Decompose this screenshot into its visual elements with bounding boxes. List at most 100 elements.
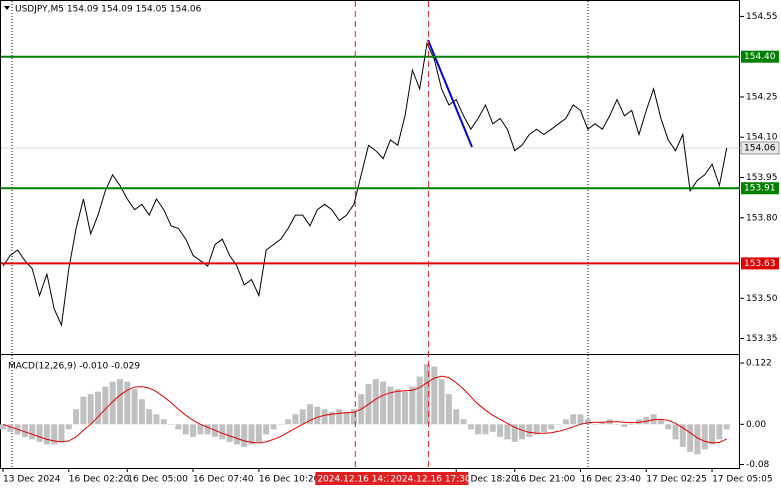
- level-label: 153.63: [744, 259, 776, 269]
- macd-bar: [460, 419, 467, 425]
- macd-bar: [65, 424, 72, 430]
- macd-bar: [687, 424, 694, 452]
- macd-bar: [482, 424, 489, 435]
- macd-bar: [138, 399, 145, 425]
- macd-bar: [270, 424, 277, 430]
- macd-bar: [548, 424, 555, 430]
- macd-bar: [131, 389, 138, 425]
- level-label: 154.40: [744, 52, 776, 62]
- macd-bar: [87, 394, 94, 425]
- y-tick-label: -0.08: [746, 460, 770, 470]
- macd-bar: [336, 409, 343, 425]
- level-label-box: [741, 50, 779, 63]
- x-tick-label: 16 Dec 10:20: [259, 475, 320, 485]
- y-tick-label: 153.80: [746, 213, 778, 223]
- current-price-label: 154.06: [744, 143, 776, 153]
- macd-bar: [343, 411, 350, 425]
- macd-bar: [716, 424, 723, 440]
- macd-bar: [175, 424, 182, 430]
- chart-title: USDJPY,M5 154.09 154.09 154.05 154.06: [15, 5, 202, 15]
- macd-bar: [628, 424, 635, 425]
- current-price-box: [740, 141, 780, 155]
- macd-bar: [190, 424, 197, 437]
- macd-bar: [255, 424, 262, 442]
- y-tick-label: 154.25: [746, 92, 778, 102]
- macd-bar: [263, 424, 270, 435]
- macd-bar: [153, 414, 160, 425]
- trend-line: [427, 39, 473, 148]
- macd-bar: [226, 424, 233, 442]
- macd-bar: [723, 424, 730, 430]
- macd-bar: [197, 424, 204, 435]
- macd-bar: [43, 424, 50, 445]
- macd-bar: [299, 409, 306, 425]
- macd-bar: [643, 416, 650, 425]
- menu-triangle: [4, 6, 10, 10]
- macd-title: MACD(12,26,9) -0.010 -0.029: [8, 362, 140, 372]
- macd-bar: [58, 424, 65, 442]
- macd-bar: [445, 394, 452, 425]
- macd-bar: [328, 411, 335, 425]
- macd-bar: [599, 421, 606, 425]
- macd-bar: [241, 424, 248, 447]
- x-tick-label: 17 Dec 05:05: [712, 475, 773, 485]
- macd-bar: [102, 386, 109, 425]
- macd-bar: [0, 424, 6, 430]
- macd-bar: [248, 424, 255, 445]
- x-tick-label: 16 Dec 21:00: [515, 475, 576, 485]
- x-cursor-label: 2024.12.16 14:15: [317, 475, 397, 485]
- macd-bar: [372, 379, 379, 425]
- y-tick-label: 0.00: [746, 420, 766, 430]
- macd-bar: [526, 424, 533, 437]
- x-cursor-label: 2024.12.16 17:30: [390, 475, 471, 485]
- price-line: [2, 41, 728, 328]
- macd-bar: [635, 419, 642, 425]
- macd-bar: [116, 379, 123, 425]
- macd-bar: [233, 424, 240, 445]
- macd-bar: [146, 409, 153, 425]
- level-label: 153.91: [744, 184, 776, 194]
- level-label-box: [741, 257, 779, 270]
- macd-bar: [416, 376, 423, 425]
- macd-bar: [650, 414, 657, 425]
- macd-bar: [540, 424, 547, 432]
- macd-bar: [672, 424, 679, 440]
- macd-bar: [109, 381, 116, 425]
- y-tick-label: 153.95: [746, 173, 778, 183]
- y-tick-label: 0.122: [746, 359, 772, 369]
- x-tick-label: 16 Dec 05:00: [127, 475, 188, 485]
- level-label-box: [741, 182, 779, 195]
- macd-bar: [95, 391, 102, 425]
- y-tick-label: 154.55: [746, 12, 778, 22]
- x-tick-label: 16 Dec 02:20: [69, 475, 130, 485]
- macd-bar: [489, 424, 496, 432]
- y-tick-label: 153.50: [746, 294, 778, 304]
- macd-bar: [292, 414, 299, 425]
- macd-bar: [562, 419, 569, 425]
- macd-bar: [124, 381, 131, 425]
- x-tick-label: 16 Dec 07:40: [193, 475, 254, 485]
- macd-bar: [431, 366, 438, 425]
- x-tick-label: 13 Dec 2024: [3, 475, 61, 485]
- macd-bar: [285, 419, 292, 425]
- macd-bar: [533, 424, 540, 435]
- macd-bar: [380, 381, 387, 425]
- macd-bar: [182, 424, 189, 435]
- macd-bar: [694, 424, 701, 455]
- macd-bar: [467, 424, 474, 430]
- macd-bar: [409, 386, 416, 425]
- macd-bar: [657, 419, 664, 425]
- macd-bar: [701, 424, 708, 450]
- macd-bar: [402, 391, 409, 425]
- macd-bar: [570, 414, 577, 425]
- signal-line: [2, 375, 727, 444]
- macd-bar: [321, 409, 328, 425]
- macd-bar: [350, 409, 357, 425]
- macd-bar: [577, 414, 584, 425]
- macd-bar: [592, 424, 599, 425]
- macd-bar: [277, 424, 284, 425]
- macd-bar: [168, 424, 175, 425]
- cursor-label-box: [315, 472, 396, 485]
